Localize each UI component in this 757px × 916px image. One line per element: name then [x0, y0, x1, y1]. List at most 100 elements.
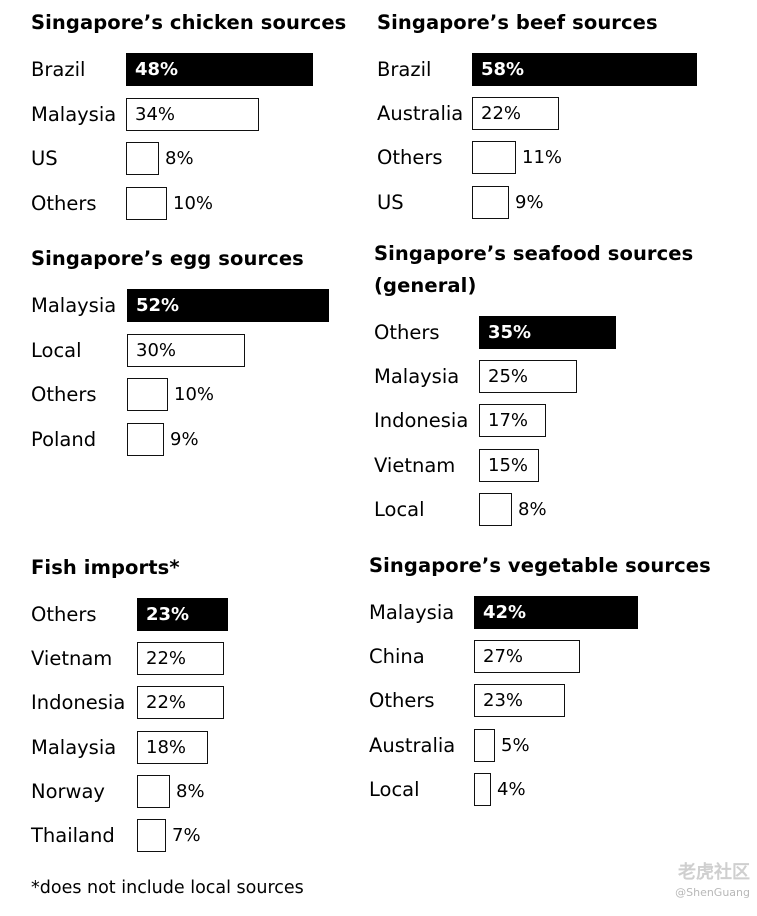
category-label: Malaysia	[31, 294, 117, 317]
bar	[474, 596, 638, 629]
bar-row-thailand: Thailand 7%	[31, 819, 431, 852]
value-label: 5%	[501, 734, 530, 756]
bar	[479, 404, 546, 438]
bar	[137, 686, 224, 720]
category-label: Malaysia	[31, 735, 117, 759]
value-label: 10%	[174, 384, 215, 405]
bar-row-malaysia: Malaysia 25%	[374, 360, 757, 394]
value-label: 18%	[146, 736, 187, 758]
bar-row-australia: Australia 5%	[369, 728, 757, 762]
bar-row-brazil: Brazil 48%	[31, 53, 431, 86]
bar-row-local: Local 4%	[369, 772, 757, 806]
bar-row-malaysia: Malaysia 18%	[31, 730, 431, 764]
chart-title: Singapore’s egg sources	[31, 247, 304, 270]
category-label: Local	[31, 338, 82, 362]
value-label: 25%	[488, 366, 529, 388]
bar-row-us: US 8%	[31, 142, 431, 175]
bar	[472, 97, 559, 131]
bar	[137, 642, 224, 676]
category-label: Australia	[377, 102, 464, 126]
watermark: 老虎社区 @ShenGuang	[635, 858, 750, 899]
bar	[127, 333, 245, 367]
value-label: 4%	[497, 778, 526, 800]
bar	[474, 772, 491, 806]
bar-row-malaysia: Malaysia 34%	[31, 97, 431, 131]
bar-row-others: Others 10%	[31, 378, 431, 411]
chart-title: Singapore’s beef sources	[377, 11, 658, 34]
bar	[479, 492, 512, 526]
category-label: Brazil	[377, 58, 432, 81]
value-label: 10%	[173, 192, 214, 214]
bar-row-indonesia: Indonesia 22%	[31, 686, 431, 720]
category-label: US	[31, 147, 58, 170]
category-label: Vietnam	[31, 647, 113, 671]
value-label: 9%	[170, 428, 199, 450]
category-label: Others	[31, 383, 97, 406]
value-label: 30%	[136, 339, 177, 361]
bar	[126, 142, 159, 175]
bar-row-brazil: Brazil 58%	[377, 53, 757, 86]
category-label: Poland	[31, 427, 97, 451]
category-label: Malaysia	[374, 365, 460, 389]
watermark-handle: @ShenGuang	[675, 886, 750, 899]
value-label: 23%	[483, 690, 524, 712]
bar-row-others: Others 23%	[369, 684, 757, 718]
bar	[474, 684, 565, 718]
bar	[472, 141, 516, 175]
category-label: Malaysia	[369, 601, 455, 624]
footnote: *does not include local sources	[31, 878, 304, 898]
bar-row-vietnam: Vietnam 22%	[31, 642, 431, 676]
category-label: Local	[369, 777, 420, 801]
bar	[479, 448, 539, 482]
bar	[479, 360, 577, 394]
category-label: Others	[377, 146, 443, 170]
category-label: Others	[31, 191, 97, 215]
chart-title: Singapore’s seafood sources (general)	[374, 242, 694, 297]
category-label: Others	[369, 689, 435, 713]
value-label: 42%	[483, 602, 527, 623]
bar-row-us: US 9%	[377, 185, 757, 219]
value-label: 22%	[146, 692, 187, 714]
category-label: Indonesia	[374, 409, 469, 433]
value-label: 22%	[146, 648, 187, 670]
value-label: 17%	[488, 410, 529, 432]
value-label: 27%	[483, 646, 524, 668]
category-label: Indonesia	[31, 691, 126, 715]
bar	[137, 598, 228, 631]
bar	[474, 640, 580, 674]
bar	[126, 186, 167, 220]
bar-row-indonesia: Indonesia 17%	[374, 404, 757, 438]
bar	[127, 378, 168, 411]
bar	[126, 53, 313, 86]
chart-title: Singapore’s chicken sources	[31, 11, 347, 34]
bar-row-others: Others 35%	[374, 316, 757, 349]
value-label: 15%	[488, 454, 529, 476]
category-label: Australia	[369, 733, 456, 757]
category-label: Thailand	[31, 824, 115, 847]
category-label: Norway	[31, 779, 105, 803]
category-label: Local	[374, 497, 425, 521]
value-label: 35%	[488, 322, 532, 343]
bar-row-others: Others 11%	[377, 141, 757, 175]
bar-row-poland: Poland 9%	[31, 422, 431, 456]
bar	[472, 185, 509, 219]
value-label: 9%	[515, 191, 544, 213]
value-label: 8%	[176, 780, 205, 802]
value-label: 8%	[518, 498, 547, 520]
bar-row-local: Local 30%	[31, 333, 431, 367]
bar	[137, 730, 208, 764]
bar	[126, 97, 259, 131]
category-label: Others	[374, 321, 440, 344]
bar	[137, 819, 166, 852]
bar-row-local: Local 8%	[374, 492, 757, 526]
bar	[472, 53, 697, 86]
value-label: 23%	[146, 604, 190, 625]
value-label: 58%	[481, 59, 525, 80]
bar	[137, 774, 170, 808]
bar-row-others: Others 10%	[31, 186, 431, 220]
value-label: 8%	[165, 148, 194, 169]
chart-title: Singapore’s vegetable sources	[369, 554, 711, 577]
watermark-logo: 老虎社区	[678, 862, 750, 883]
chart-title: Fish imports*	[31, 556, 180, 579]
value-label: 11%	[522, 147, 563, 169]
